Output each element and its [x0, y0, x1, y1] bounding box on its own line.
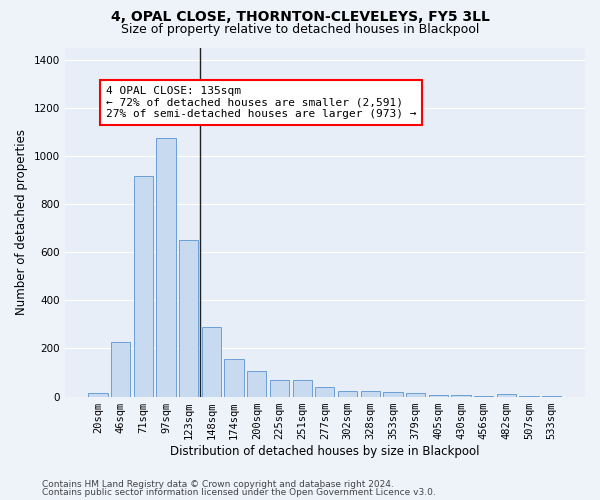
- X-axis label: Distribution of detached houses by size in Blackpool: Distribution of detached houses by size …: [170, 444, 479, 458]
- Text: Size of property relative to detached houses in Blackpool: Size of property relative to detached ho…: [121, 22, 479, 36]
- Text: Contains HM Land Registry data © Crown copyright and database right 2024.: Contains HM Land Registry data © Crown c…: [42, 480, 394, 489]
- Bar: [338, 390, 357, 396]
- Bar: [202, 327, 221, 396]
- Bar: [270, 380, 289, 396]
- Text: Contains public sector information licensed under the Open Government Licence v3: Contains public sector information licen…: [42, 488, 436, 497]
- Bar: [134, 176, 153, 396]
- Bar: [428, 394, 448, 396]
- Bar: [111, 342, 130, 396]
- Text: 4, OPAL CLOSE, THORNTON-CLEVELEYS, FY5 3LL: 4, OPAL CLOSE, THORNTON-CLEVELEYS, FY5 3…: [110, 10, 490, 24]
- Bar: [88, 393, 107, 396]
- Text: 4 OPAL CLOSE: 135sqm
← 72% of detached houses are smaller (2,591)
27% of semi-de: 4 OPAL CLOSE: 135sqm ← 72% of detached h…: [106, 86, 416, 119]
- Bar: [224, 360, 244, 397]
- Bar: [497, 394, 516, 396]
- Bar: [383, 392, 403, 396]
- Bar: [157, 138, 176, 396]
- Bar: [293, 380, 312, 396]
- Bar: [315, 388, 334, 396]
- Y-axis label: Number of detached properties: Number of detached properties: [15, 129, 28, 315]
- Bar: [406, 393, 425, 396]
- Bar: [361, 392, 380, 396]
- Bar: [179, 240, 199, 396]
- Bar: [247, 372, 266, 396]
